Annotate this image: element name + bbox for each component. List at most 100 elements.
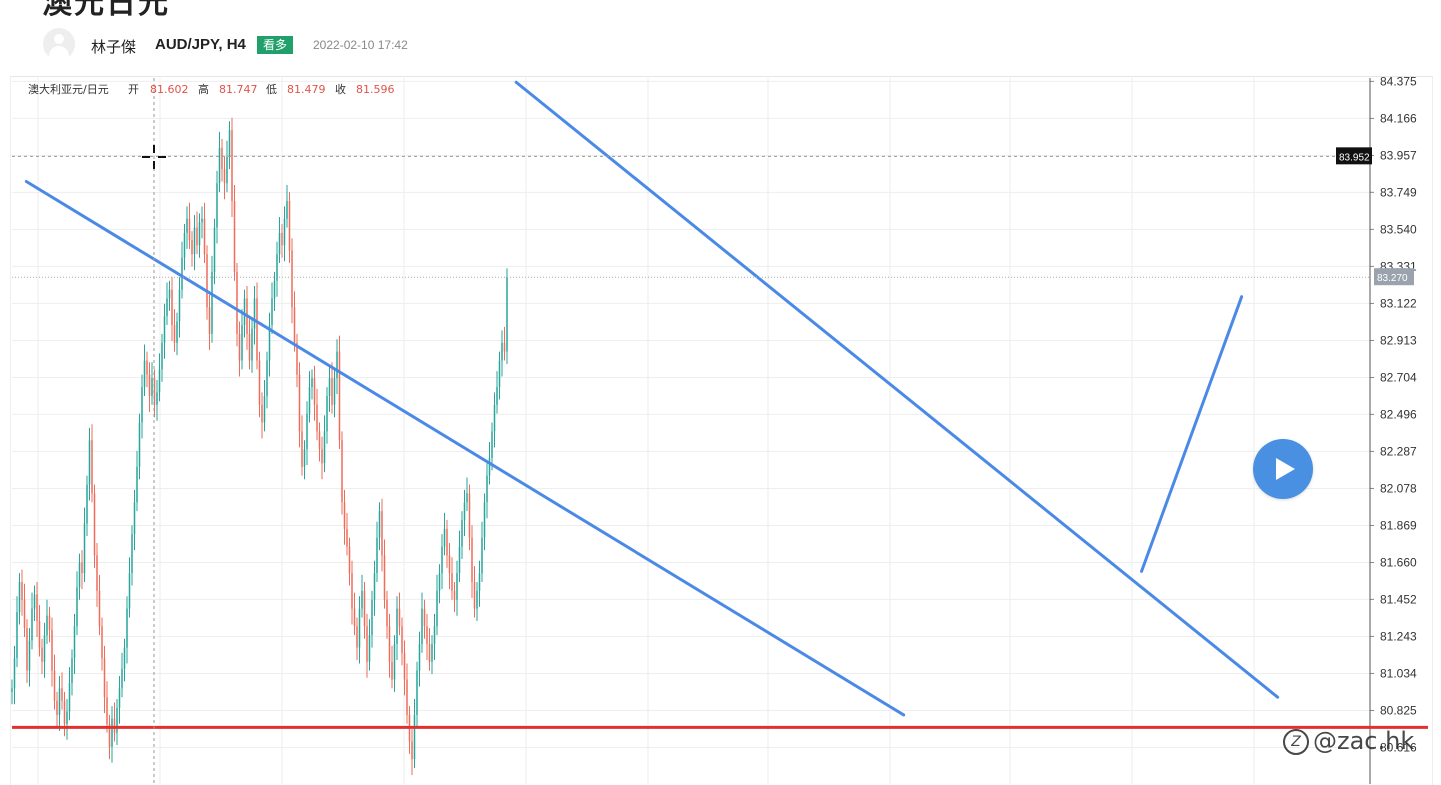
candle-body [446,528,448,556]
candle-body [478,573,481,591]
candle-body [298,374,301,432]
candle-body [371,599,373,636]
candle-body [81,562,83,574]
candle-body [363,590,366,627]
candle-body [483,502,486,538]
candle-body [23,599,26,629]
candle-body [383,555,386,600]
candle-body [91,440,93,494]
candle-body [41,647,43,662]
candle-body [471,537,473,583]
candle-body [141,387,143,423]
candle-body [266,360,268,396]
candle-body [203,218,206,255]
candle-body [358,608,361,648]
candle-body [291,250,293,308]
candle-body [468,493,471,538]
candle-body [346,528,348,547]
candle-body [263,395,266,423]
candle-body [248,333,251,361]
candle-body [493,404,496,432]
candle-body [333,378,336,405]
candle-body [278,232,281,255]
candle-body [181,257,183,290]
post-header: 林子傑 AUD/JPY, H4 看多 2022-02-10 17:42 [0,28,1441,64]
post-date: 2022-02-10 17:42 [313,38,408,52]
candle-body [158,369,161,393]
candle-body [496,387,498,405]
candle-body [503,342,506,352]
candle-body [331,378,333,405]
author-name[interactable]: 林子傑 [91,38,137,56]
candle-body [111,718,113,747]
candle-body [423,608,426,627]
candle-body [273,280,276,299]
candle-body [68,683,71,712]
candle-body [101,626,103,659]
watermark: Z @zac.hk [1283,727,1414,755]
avatar[interactable] [43,28,75,60]
candle-body [306,413,308,450]
y-tick-label: 82.496 [1380,407,1417,421]
candle-body [473,582,476,609]
candle-body [341,440,343,503]
candle-body [128,573,131,609]
candle-body [323,431,326,464]
candle-body [53,670,56,701]
candle-body [88,440,91,485]
candle-body [73,626,76,659]
ohlc-low: 81.479 [287,83,326,96]
candle-body [476,590,478,609]
last-price-box [1374,268,1414,286]
chart-frame [10,76,1433,785]
ohlc-close: 81.596 [356,83,395,96]
candle-body [143,360,146,388]
candle-body [506,277,508,352]
crosshair-cursor-icon [142,145,166,169]
candle-body [31,608,33,641]
candle-body [83,523,86,574]
candle-body [26,628,28,671]
candle-body [286,200,288,219]
candle-body [243,298,246,326]
candle-body [321,449,323,464]
y-tick-label: 81.660 [1380,556,1417,570]
candle-body [188,218,191,240]
candle-body [296,342,298,375]
candle-body [481,537,483,574]
y-tick-label: 84.166 [1380,111,1417,125]
candle-body [11,688,13,692]
candle-body [173,325,176,343]
candle-body [413,714,416,760]
candle-body [118,688,121,708]
candle-body [151,378,153,396]
candle-body [448,555,451,574]
candle-body [378,511,381,538]
candle-body [313,378,316,405]
candle-body [36,594,38,622]
candle-body [431,644,433,662]
candle-body [401,626,403,653]
candle-body [251,328,253,361]
candle-body [308,387,311,414]
candle-body [61,688,63,701]
trendline [514,80,1280,699]
candle-body [318,431,321,450]
candle-body [241,325,243,361]
candle-body [328,378,331,396]
candle-body [301,431,303,467]
ohlc-open: 81.602 [150,83,189,96]
play-button[interactable] [1253,439,1313,499]
candle-body [121,668,123,689]
candle-body [201,218,203,223]
candle-body [348,546,351,574]
candle-body [66,711,68,724]
candle-body [428,644,431,662]
candle-body [456,573,458,600]
candle-body [46,615,48,636]
candle-body [48,615,51,630]
candle-body [71,658,73,684]
candle-body [343,502,346,529]
candle-body [426,626,428,645]
